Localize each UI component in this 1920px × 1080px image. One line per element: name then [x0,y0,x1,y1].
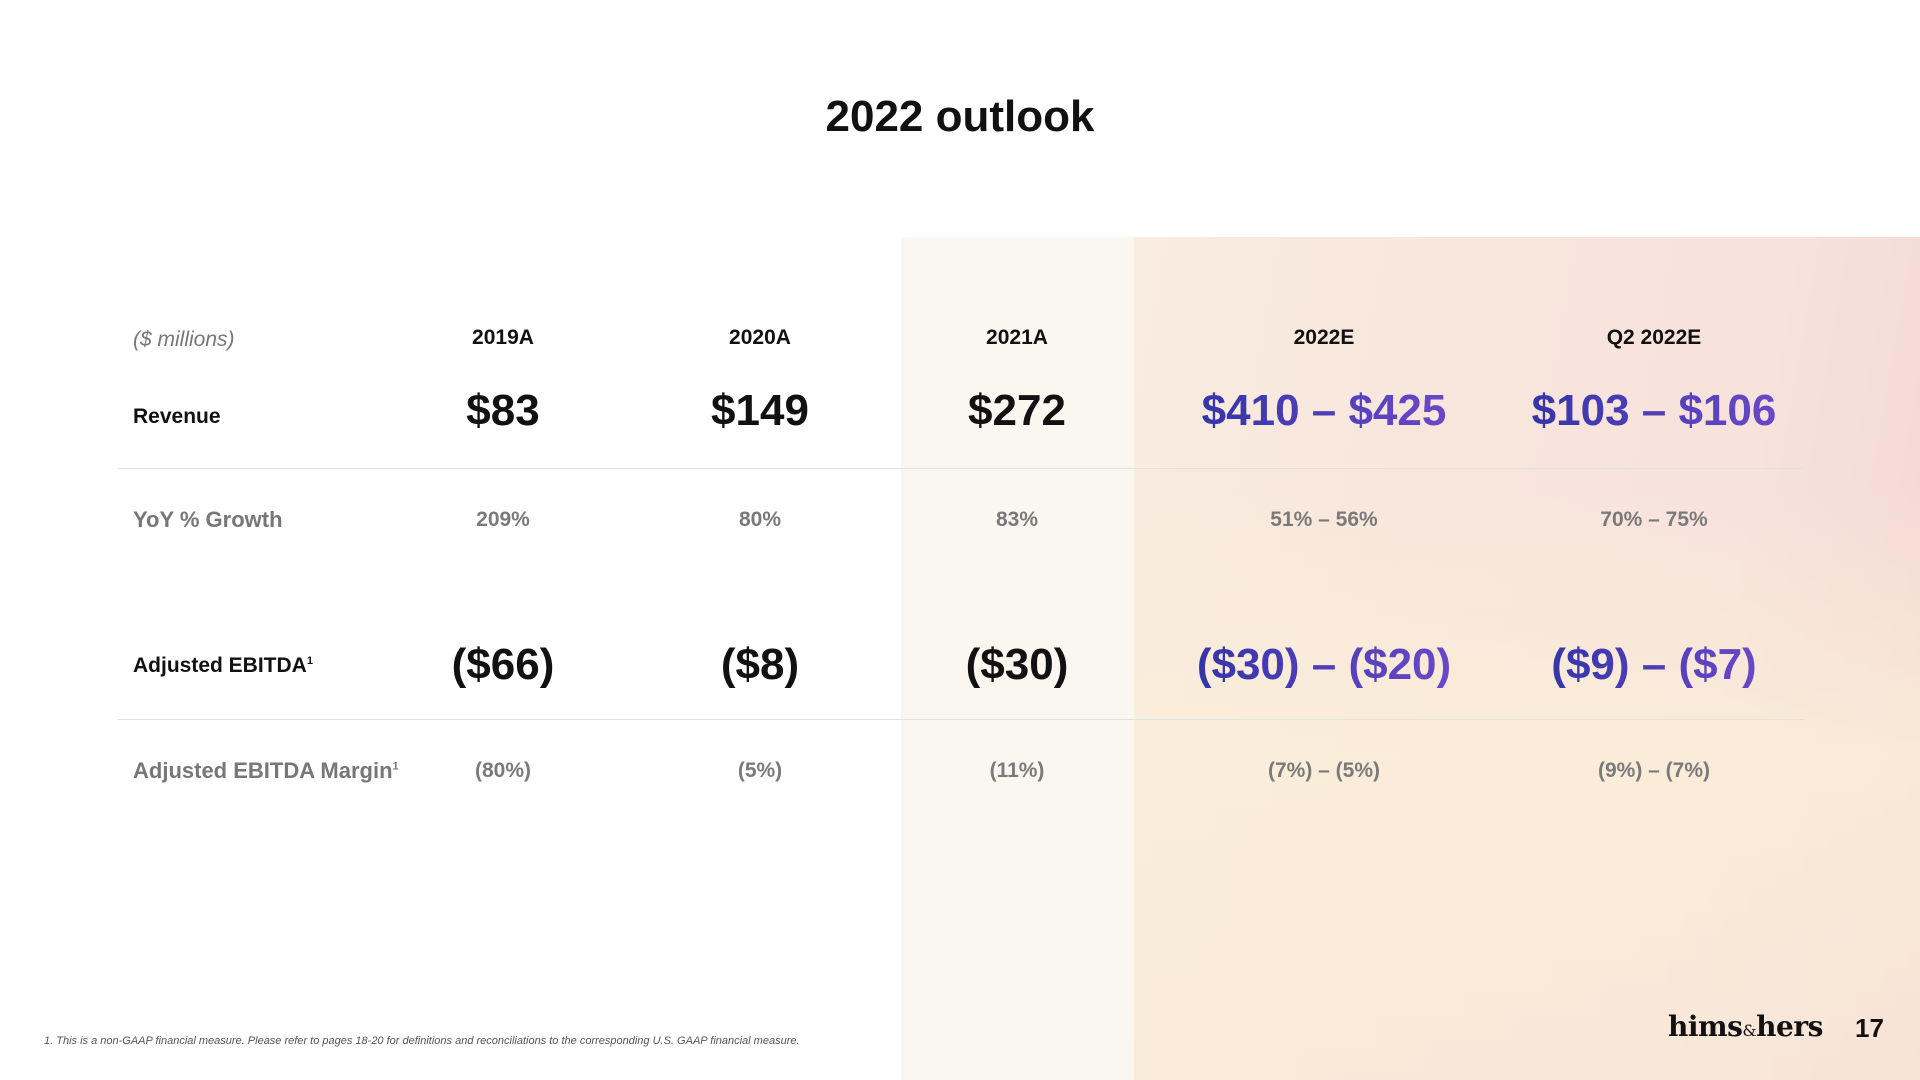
row-label-adjusted-ebitda-margin: Adjusted EBITDA Margin1 [133,758,399,784]
margin-2020a: (5%) [737,759,783,782]
yoy-2020a: 80% [738,508,782,531]
revenue-2019a: $83 [466,386,540,435]
revenue-2020a: $149 [711,386,809,435]
adjusted-ebitda-margin-label-text: Adjusted EBITDA Margin [133,758,393,783]
highlight-glow [1134,487,1920,1080]
margin-2022e: (7%) – (5%) [1267,759,1381,782]
column-header-2019a: 2019A [472,326,534,349]
row-label-yoy-growth: YoY % Growth [133,507,283,532]
yoy-q2-2022e: 70% – 75% [1600,508,1708,531]
column-header-2020a: 2020A [729,326,791,349]
margin-2019a: (80%) [474,759,532,782]
yoy-2022e: 51% – 56% [1270,508,1378,531]
logo-amp: & [1742,1021,1757,1040]
row-label-revenue: Revenue [133,405,221,428]
footnote-text: 1. This is a non-GAAP financial measure.… [44,1035,800,1047]
column-header-2022e: 2022E [1293,326,1355,349]
brand-logo: hims&hers [1668,1010,1823,1043]
ebitda-2021a: ($30) [965,640,1069,689]
yoy-2021a: 83% [995,508,1039,531]
column-header-2021a: 2021A [986,326,1048,349]
ebitda-2019a: ($66) [451,640,555,689]
adjusted-ebitda-label-text: Adjusted EBITDA [133,654,307,677]
yoy-2019a: 209% [476,508,530,531]
revenue-2021a: $272 [968,386,1066,435]
footnote-ref: 1 [392,760,399,773]
highlight-2022-columns [1134,237,1920,1080]
footnote-ref: 1 [306,655,313,667]
revenue-2022e: $410 – $425 [1201,386,1447,435]
row-label-adjusted-ebitda: Adjusted EBITDA1 [133,654,313,678]
logo-part-hers: hers [1756,1010,1823,1043]
margin-2021a: (11%) [989,759,1045,782]
ebitda-2022e: ($30) – ($20) [1196,640,1452,689]
ebitda-2020a: ($8) [720,640,800,689]
margin-q2-2022e: (9%) – (7%) [1597,759,1711,782]
page-number: 17 [1855,1013,1884,1043]
ebitda-q2-2022e: ($9) – ($7) [1551,640,1757,689]
highlight-2021-column [901,237,1134,1080]
logo-part-hims: hims [1668,1010,1743,1043]
slide-title: 2022 outlook [825,92,1095,141]
units-label: ($ millions) [133,328,235,351]
revenue-q2-2022e: $103 – $106 [1531,386,1777,435]
row-divider [118,468,1804,469]
row-divider [118,719,1804,720]
column-header-q2-2022e: Q2 2022E [1606,326,1702,349]
